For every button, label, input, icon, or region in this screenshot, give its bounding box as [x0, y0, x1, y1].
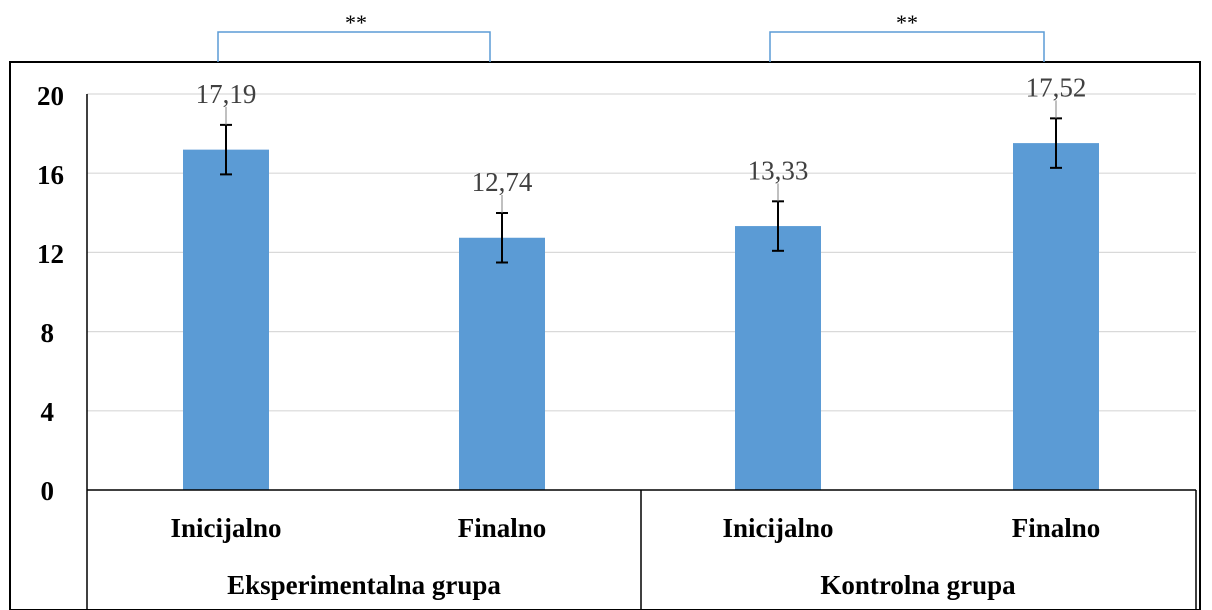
y-tick-label: 0	[41, 476, 55, 506]
data-label: 13,33	[748, 155, 809, 185]
error-bars	[220, 100, 1062, 264]
y-tick-label: 20	[37, 81, 64, 111]
y-tick-label: 8	[41, 318, 55, 348]
y-tick-labels: 0 4 8 12 16 20	[37, 81, 64, 506]
significance-label: **	[896, 10, 918, 35]
bar	[183, 149, 269, 490]
significance-bracket	[769, 31, 1045, 62]
y-tick-label: 12	[37, 239, 64, 269]
significance-bracket	[217, 31, 491, 62]
chart-frame	[9, 61, 1201, 610]
data-label: 17,52	[1026, 72, 1087, 102]
significance-brackets	[217, 31, 1045, 62]
x-category-label: Finalno	[1012, 513, 1101, 543]
data-label: 17,19	[196, 79, 257, 109]
x-category-label: Inicijalno	[170, 513, 281, 543]
x-group-labels: Eksperimentalna grupa Kontrolna grupa	[227, 570, 1016, 600]
x-group-label: Eksperimentalna grupa	[227, 570, 501, 600]
bar	[1013, 143, 1099, 490]
x-category-label: Finalno	[458, 513, 547, 543]
x-category-label: Inicijalno	[722, 513, 833, 543]
bar	[459, 237, 545, 490]
x-group-label: Kontrolna grupa	[820, 570, 1016, 600]
y-tick-label: 4	[41, 397, 55, 427]
bar	[735, 226, 821, 491]
x-category-labels: Inicijalno Finalno Inicijalno Finalno	[170, 513, 1100, 543]
bars	[183, 143, 1099, 491]
y-tick-label: 16	[37, 160, 64, 190]
data-label: 12,74	[472, 167, 533, 197]
data-labels: 17,19 12,74 13,33 17,52	[196, 72, 1087, 197]
significance-label: **	[345, 10, 367, 35]
gridlines	[87, 93, 1196, 412]
